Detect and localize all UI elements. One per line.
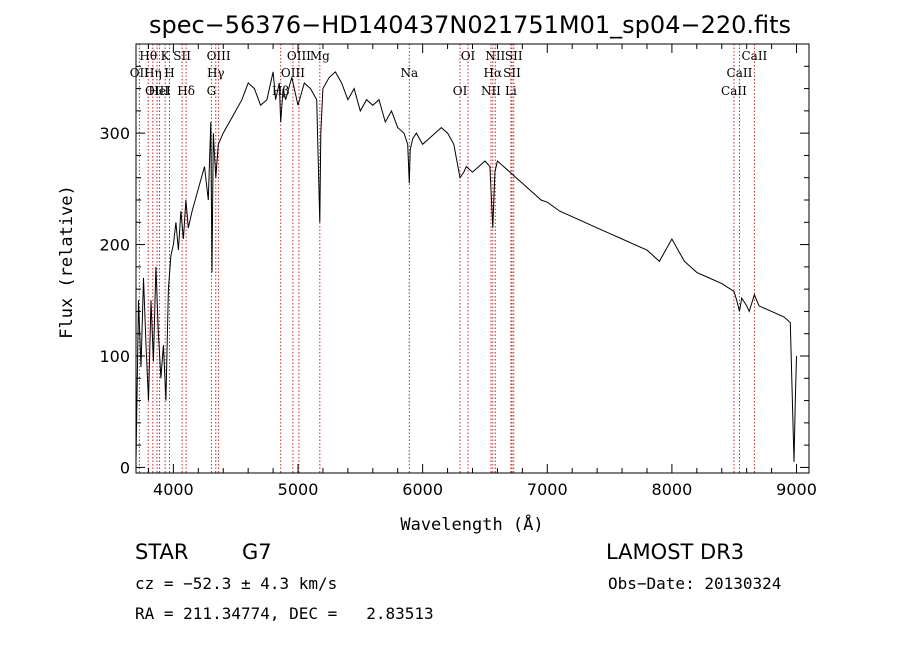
coordinates: RA = 211.34774, DEC = 2.83513	[135, 604, 434, 623]
spectral-line-markers	[138, 44, 755, 473]
spectral-line-label: OI	[453, 84, 468, 98]
observation-date: Obs−Date: 20130324	[608, 574, 782, 593]
spectral-line-label: CaII	[741, 49, 767, 63]
spectral-line-label: SII	[505, 49, 523, 63]
spectral-line-label: Hδ	[177, 84, 195, 98]
x-tick-label: 8000	[652, 480, 693, 499]
spectral-line-label: OIII	[287, 49, 311, 63]
chart-title: spec−56376−HD140437N021751M01_sp04−220.f…	[149, 11, 791, 39]
object-subclass: G7	[242, 540, 272, 564]
spectral-line-label: H	[164, 66, 174, 80]
axis-ticks: 4000 5000 6000 7000 8000 9000 0 100 200 300	[99, 44, 817, 499]
spectral-line-label: K	[161, 49, 171, 63]
spectral-line-label: G	[207, 84, 217, 98]
spectral-line-label: OII	[130, 66, 150, 80]
redshift-value: cz = −52.3 ± 4.3 km/s	[135, 574, 338, 593]
spectral-line-label: OIII	[281, 66, 305, 80]
x-axis-label: Wavelength (Å)	[400, 513, 543, 535]
x-tick-label: 4000	[153, 480, 194, 499]
spectral-line-label: NII	[485, 49, 505, 63]
spectral-line-label: Hη	[144, 66, 162, 80]
spectral-line-label: OI	[461, 49, 476, 63]
spectral-line-label: Mg	[310, 49, 330, 63]
y-tick-label: 0	[120, 458, 130, 477]
spectral-line-label: CaII	[721, 84, 747, 98]
x-tick-label: 5000	[278, 480, 319, 499]
flux-series-line	[135, 71, 797, 462]
y-tick-label: 100	[99, 347, 130, 366]
x-tick-label: 6000	[402, 480, 443, 499]
object-class: STAR	[135, 540, 189, 564]
spectral-line-label: OIII	[145, 84, 169, 98]
spectral-line-label: Hγ	[207, 66, 225, 80]
x-tick-label: 9000	[776, 480, 817, 499]
x-tick-label: 7000	[527, 480, 568, 499]
spectral-line-labels: HθOIIOIIIKHHeISIIHηHδOIIIHγGOIIIOIIIHβMg…	[130, 49, 768, 98]
spectral-line-label: OIII	[207, 49, 231, 63]
y-tick-label: 300	[99, 124, 130, 143]
survey-name: LAMOST DR3	[606, 540, 745, 564]
spectral-line-label: Li	[505, 84, 517, 98]
spectral-line-label: Hθ	[139, 49, 157, 63]
spectral-line-label: HeI	[148, 84, 171, 98]
spectral-line-label: Na	[400, 66, 418, 80]
spectral-line-label: CaII	[727, 66, 753, 80]
spectral-line-label: SII	[503, 66, 521, 80]
spectral-line-label: Hα	[484, 66, 503, 80]
spectral-line-label: SII	[173, 49, 191, 63]
y-tick-label: 200	[99, 236, 130, 255]
y-axis-label: Flux (relative)	[57, 185, 77, 339]
spectral-line-label: NII	[481, 84, 501, 98]
